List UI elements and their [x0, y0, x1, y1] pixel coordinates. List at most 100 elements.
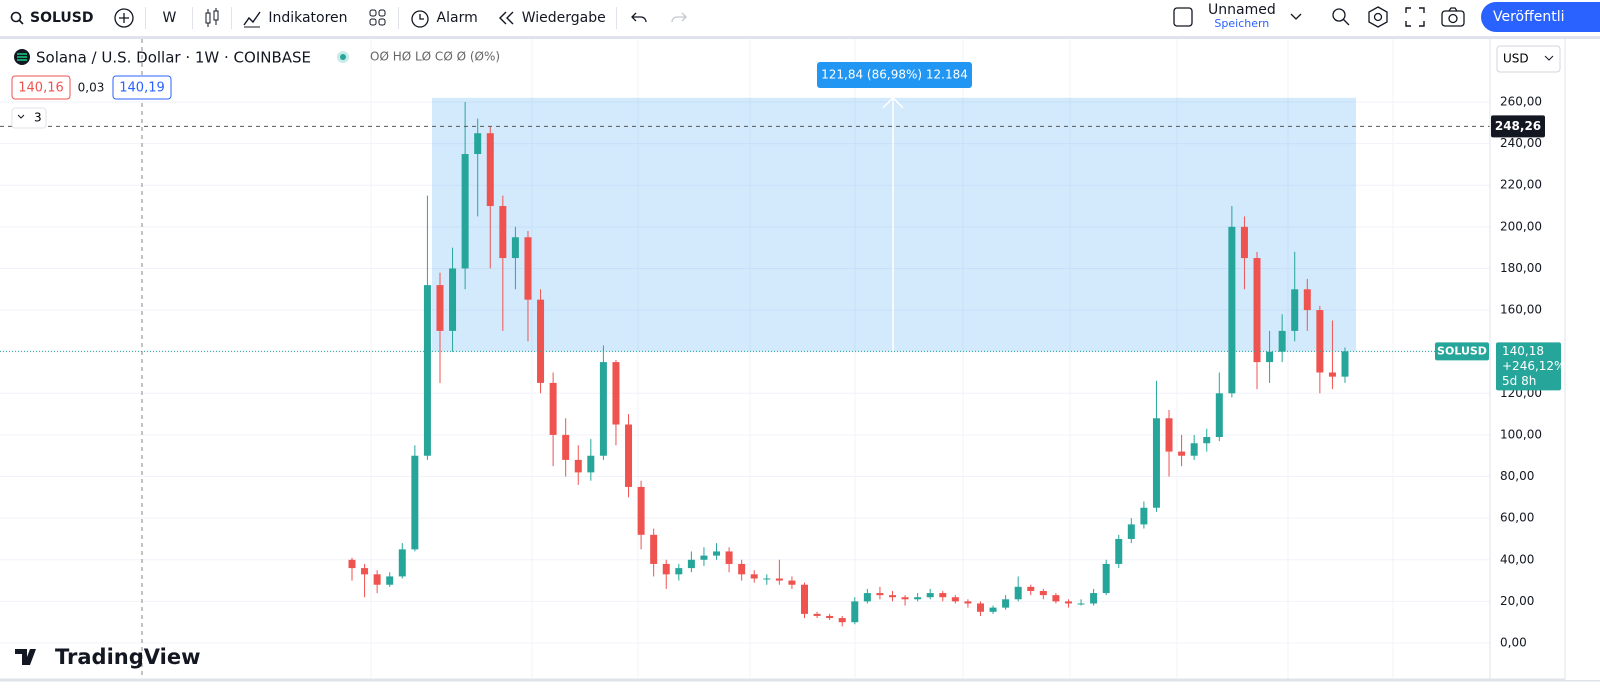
candle-body	[1253, 258, 1261, 363]
symbol-tag	[1435, 342, 1489, 361]
tv-logo: TradingView	[15, 645, 200, 669]
candle-body	[1102, 563, 1110, 594]
separator	[145, 7, 147, 29]
publish-label: Veröffentli	[1493, 9, 1565, 25]
interval: W	[162, 10, 177, 26]
measure-label-box	[817, 62, 972, 88]
interval-button[interactable]: W	[146, 10, 192, 26]
candle-body	[1328, 372, 1336, 377]
candle-body	[537, 299, 545, 383]
candle-body	[562, 434, 570, 460]
layout-icon[interactable]	[1172, 6, 1194, 28]
toolbar: SOLUSD W Indikatoren Alarm Wiedergabe Un…	[0, 0, 1600, 39]
measure-label: 121,84 (86,98%) 12.184	[821, 68, 968, 82]
candle-body	[775, 578, 783, 581]
measure-layer	[432, 96, 1356, 352]
candle-body	[926, 593, 934, 598]
chart-type-button[interactable]	[193, 8, 231, 28]
candle-body	[738, 563, 746, 575]
indicator-toggle[interactable]	[11, 107, 47, 129]
candle-body	[386, 576, 394, 585]
indicator-count: 3	[34, 111, 42, 125]
candle-body	[612, 362, 620, 425]
publish-button[interactable]: Veröffentli	[1481, 2, 1600, 32]
candle-body	[411, 455, 419, 550]
candle-body	[1291, 289, 1299, 331]
currency-button[interactable]	[1496, 45, 1561, 73]
candle-body	[1165, 418, 1173, 452]
candle-body	[1140, 507, 1148, 525]
candle-body	[549, 382, 557, 435]
quick-search-icon[interactable]	[1330, 6, 1352, 28]
measure-box	[432, 97, 1356, 352]
compare-button[interactable]	[103, 7, 145, 29]
candle-body	[650, 534, 658, 564]
chevron-icon[interactable]	[1290, 13, 1302, 21]
candles	[348, 102, 1349, 627]
y-tick-label: 220,00	[1500, 178, 1542, 192]
y-tick-label: 260,00	[1500, 95, 1542, 109]
candle-body	[486, 133, 494, 207]
replay-label: Wiedergabe	[521, 10, 606, 26]
snapshot-icon[interactable]	[1440, 6, 1466, 28]
y-tick-label: 160,00	[1500, 303, 1542, 317]
crosshair-tag	[1491, 115, 1545, 138]
candle-body	[1278, 330, 1286, 352]
grid-icon	[369, 9, 386, 26]
redo-button[interactable]	[661, 12, 697, 24]
candle-body	[637, 486, 645, 535]
fullscreen-icon[interactable]	[1404, 6, 1426, 28]
layout-name[interactable]: Unnamed Speichern	[1208, 2, 1276, 30]
candle-body	[838, 618, 846, 623]
settings-icon[interactable]	[1366, 5, 1390, 29]
y-tick-label: 40,00	[1500, 552, 1534, 566]
alert-label: Alarm	[436, 10, 478, 26]
countdown: 5d 8h	[1502, 374, 1536, 388]
buy-box[interactable]	[112, 75, 172, 100]
y-tick-label: 240,00	[1500, 136, 1542, 150]
separator	[231, 7, 233, 29]
candle-body	[398, 549, 406, 577]
indicators-icon	[243, 11, 261, 28]
candle-body	[1064, 601, 1072, 604]
candle-body	[373, 574, 381, 585]
alarm-icon	[410, 10, 429, 28]
candle-body	[687, 559, 695, 569]
sell-box[interactable]	[11, 75, 71, 100]
candle-body	[876, 593, 884, 596]
symbol: SOLUSD	[30, 10, 94, 26]
layout-title: Unnamed	[1208, 2, 1276, 18]
candle-body	[361, 568, 369, 575]
candle-body	[1215, 393, 1223, 438]
spread: 0,03	[78, 81, 105, 95]
candle-body	[1014, 586, 1022, 600]
candle-body	[888, 595, 896, 598]
candle-body	[574, 459, 582, 473]
candle-body	[1178, 451, 1186, 456]
y-tick-label: 80,00	[1500, 469, 1534, 483]
tv-logo-mark	[15, 649, 36, 665]
layouts-button[interactable]	[358, 8, 398, 28]
market-status-dot	[340, 54, 346, 60]
last-price: 140,18	[1502, 344, 1544, 358]
y-tick-label: 200,00	[1500, 219, 1542, 233]
candle-body	[1027, 586, 1035, 591]
indicators-button[interactable]: Indikatoren	[232, 8, 357, 28]
replay-button[interactable]: Wiedergabe	[488, 10, 616, 26]
replay-icon	[498, 11, 514, 25]
candle-body	[436, 285, 444, 331]
candle-body	[700, 555, 708, 560]
currency: USD	[1503, 52, 1529, 66]
separator	[192, 7, 194, 29]
symbol-search[interactable]: SOLUSD	[0, 10, 103, 26]
candle-body	[914, 597, 922, 600]
undo-button[interactable]	[617, 12, 661, 24]
candle-body	[1303, 289, 1311, 311]
crosshair-price: 248,26	[1495, 119, 1541, 133]
candle-body	[1090, 593, 1098, 604]
tv-logo-text: TradingView	[55, 645, 200, 669]
alert-button[interactable]: Alarm	[399, 7, 488, 29]
candle-body	[423, 285, 431, 456]
candle-body	[675, 568, 683, 575]
